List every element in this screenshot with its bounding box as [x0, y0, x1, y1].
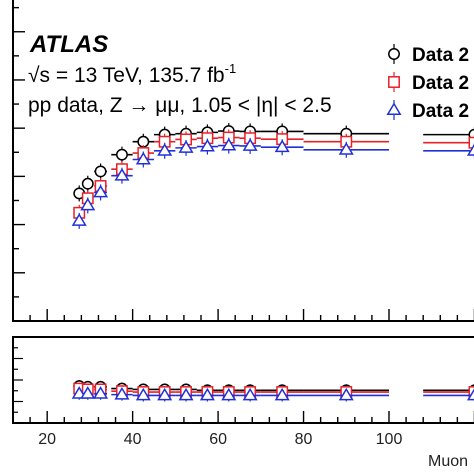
- legend: Data 2 Data 2 Data 2: [386, 44, 469, 122]
- lower-y-ticks: [13, 336, 23, 424]
- legend-label: Data 2: [412, 101, 469, 122]
- data-point-circle: [94, 165, 107, 178]
- data-point-triangle: [114, 167, 130, 181]
- x-axis-title: Muon: [428, 453, 468, 470]
- legend-marker-triangle: [386, 102, 402, 115]
- upper-series-triangle: [71, 137, 474, 229]
- data-point-circle: [81, 177, 94, 190]
- x-tick-label: 20: [38, 431, 56, 448]
- ratio-point-triangle: [242, 387, 258, 401]
- x-tick-label: 100: [376, 431, 403, 448]
- lumi-exponent: -1: [225, 61, 237, 76]
- upper-plot-frame: [12, 0, 474, 322]
- data-point-circle: [116, 148, 128, 161]
- ratio-point-triangle: [114, 386, 130, 400]
- data-point-triangle: [178, 140, 194, 153]
- ratio-point-triangle: [199, 387, 215, 401]
- ratio-point-triangle: [466, 388, 474, 401]
- data-point-triangle: [466, 143, 474, 156]
- selection-label: pp data, Z → μμ, 1.05 < |η| < 2.5: [28, 94, 332, 117]
- legend-marker-square: [388, 76, 400, 88]
- upper-series-circle: [73, 123, 474, 202]
- lower-series-circle: [73, 380, 474, 397]
- energy-lumi-label: √s = 13 TeV, 135.7 fb-1: [28, 61, 236, 87]
- data-point-triangle: [274, 139, 290, 153]
- data-point-square: [468, 136, 474, 149]
- lower-series-group: [71, 380, 474, 402]
- lower-series-triangle: [71, 386, 474, 402]
- ratio-point-square: [468, 386, 474, 398]
- x-tick-label: 40: [124, 431, 142, 448]
- ratio-point-triangle: [178, 387, 194, 401]
- lower-plot-frame: [12, 336, 474, 424]
- data-point-triangle: [242, 138, 258, 151]
- x-ticks: 20 40 60 80 100: [12, 309, 474, 448]
- ratio-point-triangle: [135, 387, 151, 401]
- legend-label: Data 2: [412, 45, 469, 66]
- upper-series-square: [73, 129, 474, 221]
- x-tick-label: 80: [295, 431, 313, 448]
- data-point-triangle: [338, 142, 354, 155]
- ratio-point-triangle: [80, 386, 96, 399]
- ratio-point-triangle: [274, 387, 290, 401]
- data-point-triangle: [135, 151, 151, 165]
- ratio-point-triangle: [221, 387, 237, 401]
- data-point-triangle: [199, 138, 215, 152]
- ratio-point-triangle: [338, 387, 354, 401]
- legend-marker-circle: [388, 48, 400, 60]
- data-point-triangle: [93, 184, 109, 198]
- ratio-point-triangle: [157, 387, 173, 401]
- data-point-triangle: [157, 143, 173, 156]
- upper-y-ticks: [13, 6, 25, 322]
- atlas-label: ATLAS: [29, 31, 108, 58]
- upper-series-group: [71, 123, 474, 229]
- legend-label: Data 2: [412, 73, 469, 94]
- data-point-triangle: [71, 213, 87, 226]
- ratio-point-triangle: [93, 386, 109, 399]
- x-tick-label: 60: [209, 431, 227, 448]
- energy-lumi-text: √s = 13 TeV, 135.7 fb: [28, 64, 225, 87]
- data-point-triangle: [221, 137, 237, 151]
- data-point-triangle: [80, 197, 96, 211]
